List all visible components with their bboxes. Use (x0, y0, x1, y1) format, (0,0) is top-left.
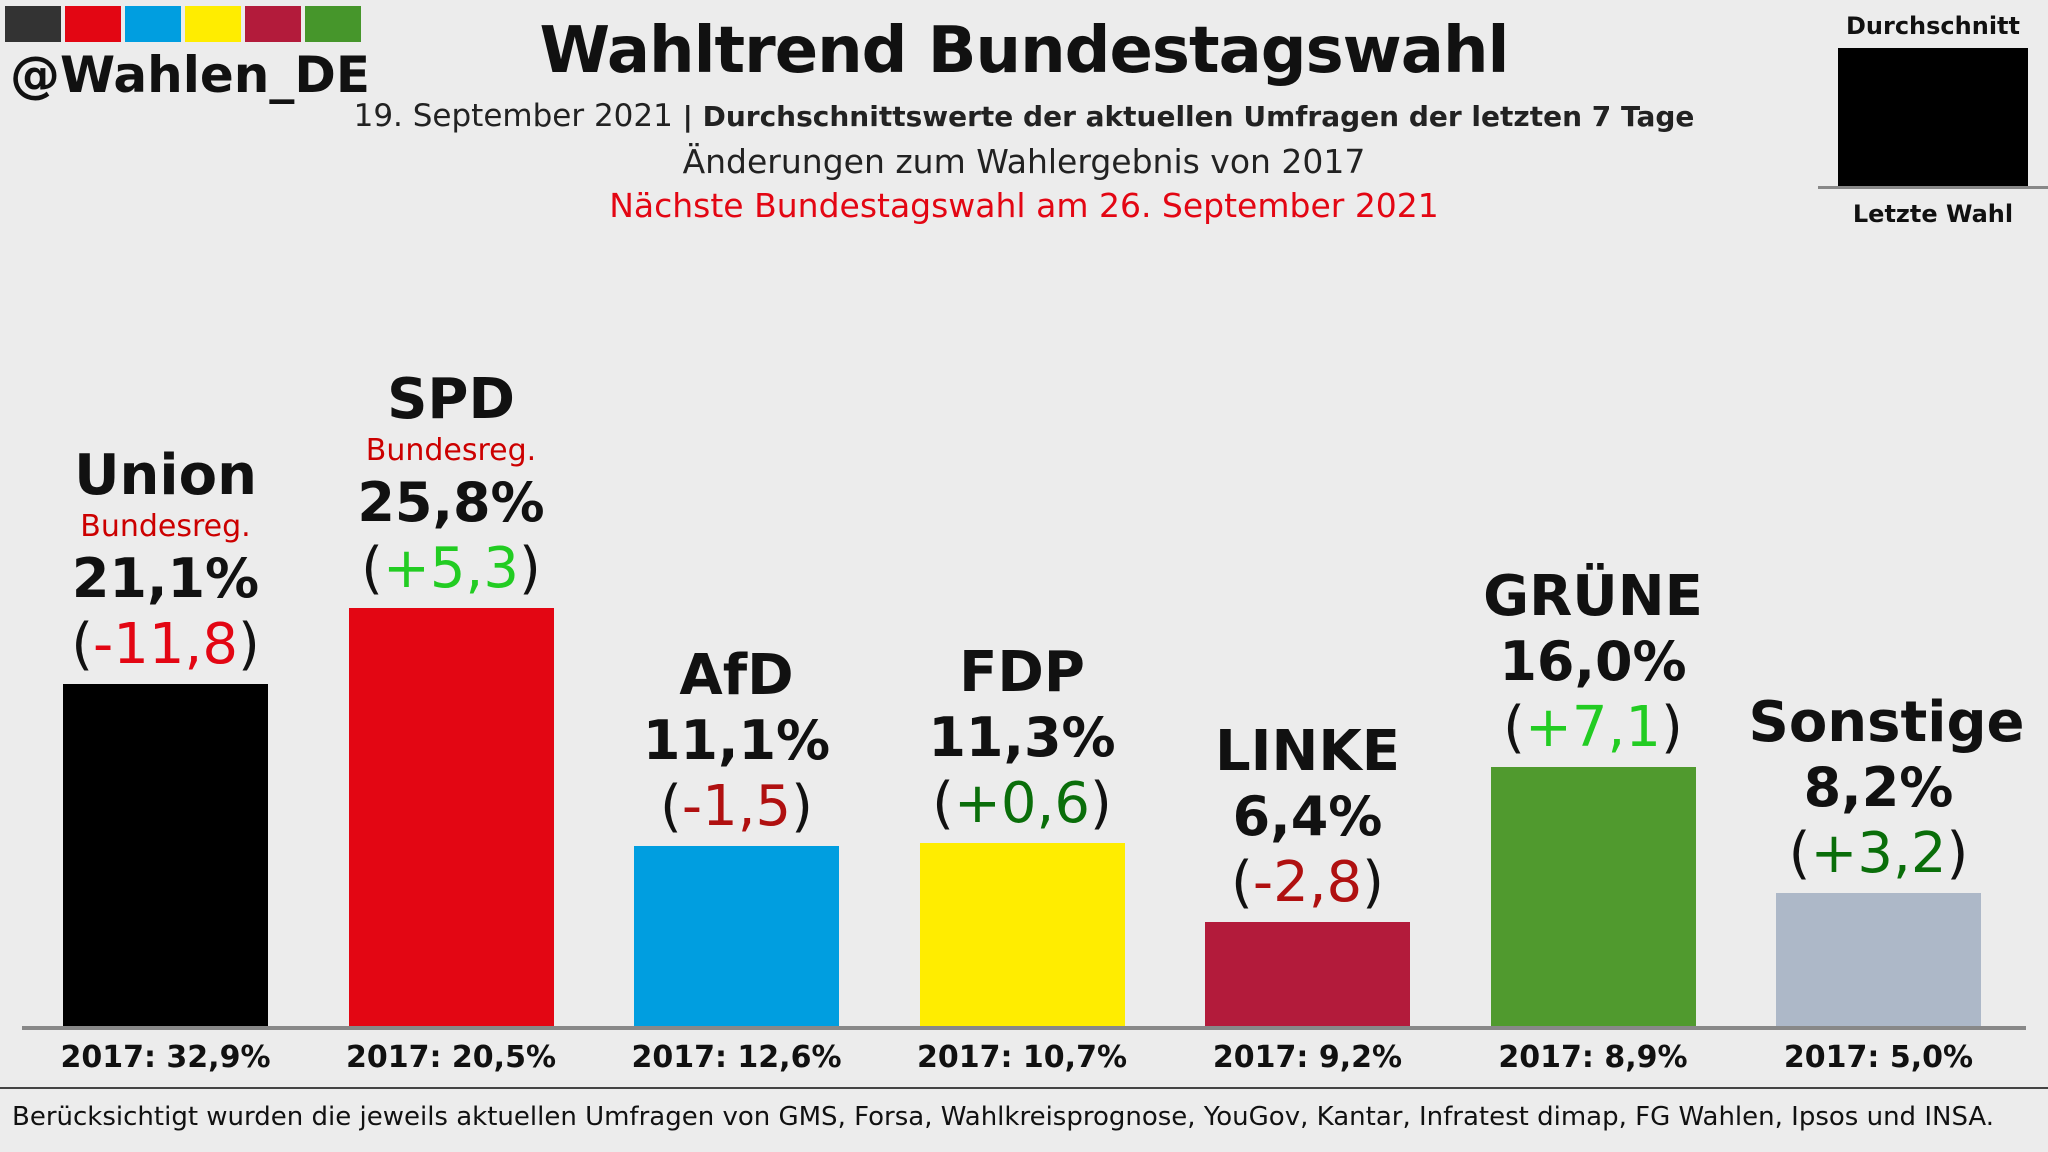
change-value: -2,8 (1252, 850, 1363, 916)
previous-result-label: 2017: 10,7% (916, 1040, 1127, 1075)
bar-label-group: Union Bundesreg. 21,1% (-11,8) (36, 444, 296, 678)
bar-label-group: Sonstige 8,2% (+3,2) (1748, 690, 2025, 887)
legend-average-label: Durchschnitt (1845, 12, 2020, 40)
strip-swatch (65, 6, 121, 42)
party-name-label: SPD (387, 367, 515, 433)
party-name-label: FDP (959, 639, 1085, 705)
change-value: +0,6 (954, 770, 1090, 836)
party-name-label: Union (74, 443, 257, 509)
government-badge: Bundesreg. (80, 509, 251, 545)
party-name-label: Sonstige (1748, 690, 2025, 756)
strip-swatch (185, 6, 241, 42)
change-value: +5,3 (383, 536, 519, 602)
value-label: 6,4% (1232, 785, 1383, 849)
party-name-label: AfD (679, 643, 794, 709)
bar-label-group: FDP 11,3% (+0,6) (892, 639, 1152, 837)
footer-sources: Berücksichtigt wurden die jeweils aktuel… (12, 1102, 1995, 1132)
previous-result-label: 2017: 12,6% (631, 1040, 842, 1075)
date-label: 19. September 2021 (353, 98, 673, 134)
paren-close: ) (1089, 770, 1112, 836)
paren-close: ) (1660, 694, 1683, 760)
next-election-note: Nächste Bundestagswahl am 26. September … (609, 186, 1439, 225)
change-label: (+5,3) (321, 536, 581, 602)
government-badge: Bundesreg. (365, 433, 537, 469)
value-label: 11,3% (928, 705, 1116, 769)
changes-note: Änderungen zum Wahlergebnis von 2017 (682, 142, 1366, 181)
value-label: 11,1% (642, 709, 831, 773)
change-label: (+0,6) (892, 771, 1152, 837)
change-label: (+3,2) (1749, 821, 2009, 887)
paren-open: ( (361, 536, 383, 602)
paren-open: ( (1788, 821, 1811, 887)
strip-swatch (5, 6, 61, 42)
strip-swatch (305, 6, 361, 42)
paren-open: ( (932, 770, 954, 836)
bar-linke (1205, 922, 1410, 1026)
legend-last-election-label: Letzte Wahl (1852, 200, 2014, 228)
paren-open: ( (71, 612, 94, 678)
paren-close: ) (518, 536, 541, 602)
chart-subtitle: 19. September 2021 | Durchschnittswerte … (0, 98, 2048, 134)
paren-open: ( (660, 774, 682, 840)
change-value: +7,1 (1525, 694, 1661, 760)
change-value: -1,5 (681, 774, 792, 840)
paren-close: ) (1362, 850, 1384, 916)
account-handle: @Wahlen_DE (10, 46, 371, 104)
party-color-strip (5, 6, 365, 42)
strip-swatch (245, 6, 301, 42)
change-label: (-11,8) (36, 612, 296, 678)
change-label: (-2,8) (1178, 850, 1438, 916)
bar-union (63, 684, 268, 1026)
bar-label-group: GRÜNE 16,0% (+7,1) (1463, 563, 1723, 761)
chart-title: Wahltrend Bundestagswahl (539, 14, 1510, 88)
legend-bar-swatch (1838, 48, 2028, 186)
previous-result-label: 2017: 8,9% (1498, 1040, 1688, 1075)
strip-swatch (125, 6, 181, 42)
change-label: (+7,1) (1463, 695, 1723, 761)
value-label: 25,8% (357, 471, 545, 535)
change-label: (-1,5) (607, 774, 867, 840)
subtitle-bold: Durchschnittswerte der aktuellen Umfrage… (702, 100, 1695, 133)
legend-baseline (1818, 186, 2048, 189)
value-label: 21,1% (71, 547, 260, 611)
paren-close: ) (791, 774, 813, 840)
previous-result-label: 2017: 32,9% (60, 1040, 271, 1075)
previous-result-label: 2017: 9,2% (1212, 1040, 1403, 1075)
bar-label-group: AfD 11,1% (-1,5) (607, 644, 867, 840)
value-label: 16,0% (1499, 629, 1687, 693)
bar-sonstige (1776, 893, 1981, 1026)
footer-divider (0, 1087, 2048, 1089)
bar-fdp (919, 842, 1125, 1026)
previous-result-label: 2017: 20,5% (345, 1040, 556, 1075)
paren-open: ( (1503, 694, 1525, 760)
previous-result-label: 2017: 5,0% (1783, 1040, 1974, 1075)
paren-close: ) (1946, 821, 1969, 887)
party-name-label: GRÜNE (1483, 563, 1703, 629)
value-label: 8,2% (1803, 756, 1954, 820)
change-value: +3,2 (1810, 821, 1947, 887)
bar-afd (634, 846, 839, 1026)
party-name-label: LINKE (1214, 719, 1401, 785)
bar-grüne (1490, 766, 1696, 1026)
paren-open: ( (1231, 850, 1253, 916)
change-value: -11,8 (93, 612, 238, 678)
bar-label-group: SPD Bundesreg. 25,8% (+5,3) (321, 368, 581, 602)
bar-spd (348, 608, 554, 1026)
chart-baseline (22, 1026, 2026, 1030)
bar-label-group: LINKE 6,4% (-2,8) (1178, 720, 1438, 916)
subtitle-separator: | (672, 100, 703, 133)
paren-close: ) (237, 612, 260, 678)
